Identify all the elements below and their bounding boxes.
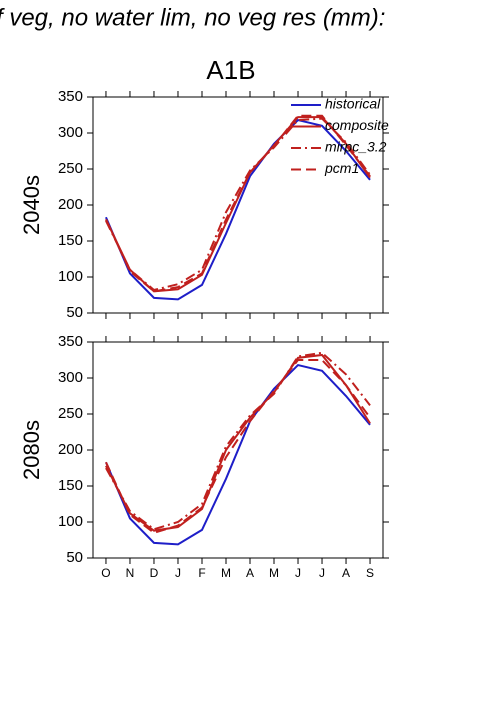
x-tick-label: F bbox=[198, 566, 205, 580]
y-tick-label: 300 bbox=[58, 124, 83, 141]
y-tick-label: 150 bbox=[58, 477, 83, 494]
x-tick-label: J bbox=[295, 566, 301, 580]
y-tick-label: 350 bbox=[58, 333, 83, 350]
plot-frame bbox=[92, 341, 384, 559]
x-tick-label: M bbox=[221, 566, 231, 580]
series-line bbox=[105, 359, 371, 534]
legend-label: pcm1 bbox=[324, 160, 359, 176]
series-line bbox=[105, 353, 371, 532]
y-tick-label: 200 bbox=[58, 441, 83, 458]
page-title: f veg, no water lim, no veg res (mm): bbox=[0, 4, 385, 31]
y-tick-label: 50 bbox=[66, 304, 83, 321]
x-tick-label: J bbox=[319, 566, 325, 580]
x-tick-label: A bbox=[342, 566, 350, 580]
series-line bbox=[105, 118, 371, 301]
series-line bbox=[105, 117, 371, 292]
chart-title: A1B bbox=[206, 55, 255, 85]
x-tick-label: J bbox=[175, 566, 181, 580]
legend-label: historical bbox=[325, 96, 381, 112]
y-tick-label: 150 bbox=[58, 232, 83, 249]
x-tick-label: N bbox=[126, 566, 135, 580]
x-tick-label: M bbox=[269, 566, 279, 580]
x-tick-label: D bbox=[150, 566, 159, 580]
y-tick-label: 50 bbox=[66, 549, 83, 566]
y-tick-label: 250 bbox=[58, 160, 83, 177]
y-tick-label: 250 bbox=[58, 405, 83, 422]
legend-label: composite bbox=[325, 117, 389, 133]
y-tick-label: 300 bbox=[58, 369, 83, 386]
plot-frame bbox=[92, 96, 384, 314]
series-line bbox=[105, 363, 371, 546]
y-axis-label: 2080s bbox=[19, 420, 44, 480]
x-tick-label: S bbox=[366, 566, 374, 580]
x-tick-label: O bbox=[101, 566, 110, 580]
y-tick-label: 200 bbox=[58, 196, 83, 213]
y-tick-label: 100 bbox=[58, 513, 83, 530]
series-line bbox=[105, 351, 371, 531]
y-tick-label: 100 bbox=[58, 268, 83, 285]
legend-label: mirpc_3.2 bbox=[325, 139, 387, 155]
y-axis-label: 2040s bbox=[19, 175, 44, 235]
x-tick-label: A bbox=[246, 566, 254, 580]
y-tick-label: 350 bbox=[58, 88, 83, 105]
series-line bbox=[105, 114, 371, 293]
